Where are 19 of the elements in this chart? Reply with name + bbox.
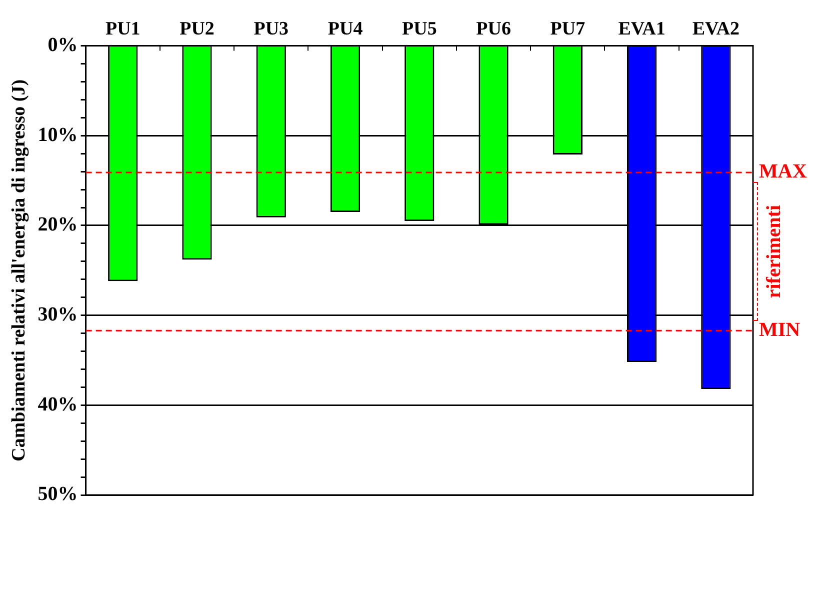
y-tick-label: 50% (38, 483, 78, 506)
y-tick-label: 0% (48, 34, 78, 56)
x-tick-label: PU1 (105, 18, 140, 40)
y-axis-title: Cambiamenti relativi all'energia di ingresso (J) (8, 79, 30, 462)
text: riferimenti (763, 204, 786, 298)
x-tick-label: PU3 (254, 18, 289, 40)
x-tick-label: PU6 (476, 18, 511, 40)
x-tick-label: PU5 (402, 18, 437, 40)
x-tick-label: PU4 (328, 18, 364, 40)
ref-line-label: MAX (759, 160, 808, 183)
y-tick-label: 30% (38, 303, 78, 326)
x-tick-label: EVA1 (618, 18, 666, 40)
y-tick-label: 40% (38, 393, 78, 416)
x-tick-label: PU7 (550, 18, 586, 40)
x-tick-label: PU2 (180, 18, 214, 40)
y-tick-label: 10% (38, 124, 78, 146)
y-tick-label: 20% (38, 214, 78, 236)
ref-line-label: MIN (759, 318, 801, 341)
x-tick-label: EVA2 (692, 18, 740, 40)
